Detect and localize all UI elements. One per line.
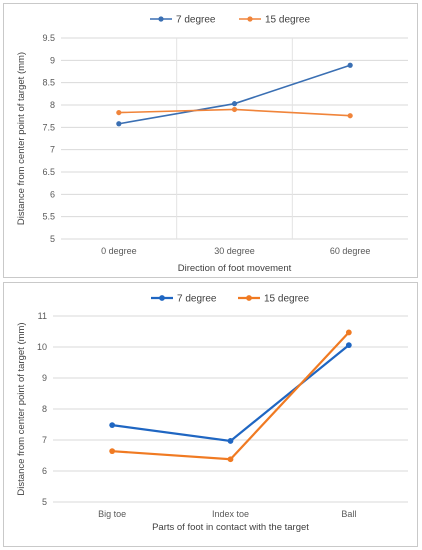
bottom-chart-legend-label-2: 15 degree [264, 294, 309, 305]
chart-bottom-svg: 5 6 7 8 9 10 11 Big toe Index toe Ball Parts of fo… [16, 294, 408, 533]
top-chart-series-1-point [231, 101, 238, 107]
top-chart-x-axis-title: Direction of foot movement [178, 263, 292, 274]
bottom-chart-y-tick-label: 11 [38, 311, 47, 321]
top-chart-legend-label-2: 15 degree [265, 15, 310, 26]
top-chart-y-tick-label: 7.5 [42, 122, 55, 132]
top-chart-y-tick-label: 8 [50, 100, 55, 110]
top-chart-y-tick-label: 5 [50, 234, 55, 244]
top-chart-legend-marker-2 [247, 16, 253, 22]
top-chart-series-line-1 [118, 64, 351, 125]
bottom-chart-x-tick-label: Index toe [212, 509, 249, 519]
bottom-chart-series-1-point [345, 342, 352, 349]
top-chart-y-tick-label: 8.5 [42, 78, 55, 88]
top-chart-y-tick-label: 6.5 [42, 167, 55, 177]
top-chart-y-axis-title: Distance from center point of target (mm… [16, 52, 27, 225]
bottom-chart-y-tick-label: 7 [42, 435, 47, 445]
top-chart-y-tick-label: 9.5 [42, 33, 55, 43]
bottom-chart-legend-marker-2 [246, 295, 252, 301]
bottom-chart-y-tick-label: 6 [42, 466, 47, 476]
bottom-chart-x-axis-title: Parts of foot in contact with the target [152, 522, 309, 533]
bottom-chart-y-tick-label: 10 [37, 342, 47, 352]
bottom-chart-x-tick-label: Ball [341, 509, 356, 519]
bottom-chart-legend-marker-1 [159, 295, 165, 301]
bottom-chart-y-tick-label: 5 [42, 497, 47, 507]
top-chart-y-tick-label: 7 [50, 145, 55, 155]
bottom-chart-series-1-point [109, 422, 116, 429]
top-chart-x-tick-label: 30 degree [214, 246, 255, 256]
chart-top: 5 5.5 6 6.5 7 7.5 8 8.5 9 9.5 0 degree 30 degree 60 … [3, 3, 418, 278]
bottom-chart-series-2-point [227, 456, 234, 463]
bottom-chart-y-tick-label: 9 [42, 373, 47, 383]
bottom-chart-series-1-point [227, 438, 234, 444]
chart-bottom: 5 6 7 8 9 10 11 Big toe Index toe Ball Parts of fo… [3, 282, 418, 547]
top-chart-series-2-point [347, 113, 353, 119]
bottom-chart-series-line-1 [112, 344, 350, 443]
top-chart-series-2-point [231, 106, 238, 113]
bottom-chart-x-tick-label: Big toe [98, 509, 126, 519]
top-chart-y-tick-label: 6 [50, 189, 55, 199]
top-chart-series-1-point [116, 121, 122, 127]
top-chart-series-1-point [347, 62, 353, 68]
bottom-chart-series-2-point [345, 329, 352, 336]
bottom-chart-series-2-point [109, 448, 116, 455]
top-chart-y-tick-label: 9 [50, 55, 55, 65]
bottom-chart-y-axis-title: Distance from center point of target (mm… [16, 322, 27, 495]
top-chart-y-tick-label: 5.5 [42, 212, 55, 222]
top-chart-x-tick-label: 60 degree [330, 246, 371, 256]
bottom-chart-legend-label-1: 7 degree [177, 294, 217, 305]
top-chart-legend-marker-1 [158, 16, 164, 22]
bottom-chart-y-tick-label: 8 [42, 404, 47, 414]
chart-top-svg: 5 5.5 6 6.5 7 7.5 8 8.5 9 9.5 0 degree 30 degree 60 … [16, 15, 408, 274]
top-chart-series-2-point [116, 109, 122, 116]
top-chart-legend-label-1: 7 degree [176, 15, 216, 26]
top-chart-x-tick-label: 0 degree [101, 246, 137, 256]
